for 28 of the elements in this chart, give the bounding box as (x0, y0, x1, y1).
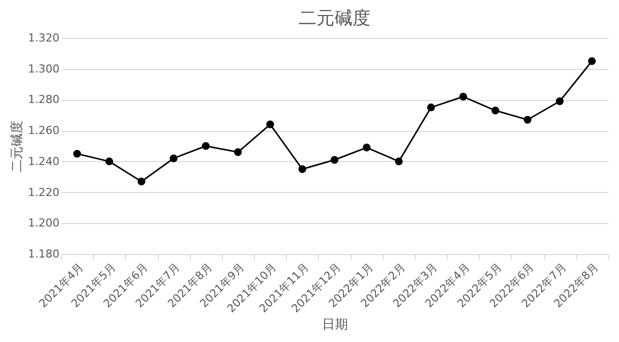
y-tick-label: 1.220 (28, 186, 60, 199)
chart-title: 二元碱度 (298, 8, 370, 29)
y-axis-title: 二元碱度 (9, 120, 26, 172)
y-tick-label: 1.260 (28, 124, 60, 138)
y-tick-label: 1.280 (28, 93, 60, 106)
point (459, 92, 468, 100)
point (556, 97, 564, 106)
point (170, 154, 178, 162)
point (73, 150, 81, 158)
point (588, 57, 596, 66)
point (266, 120, 274, 128)
point (394, 158, 403, 166)
y-tick-label: 1.200 (28, 216, 60, 230)
y-tick-label: 1.240 (28, 154, 60, 168)
point (492, 106, 500, 114)
point (362, 144, 371, 152)
y-tick-label: 1.300 (28, 62, 60, 76)
point (138, 178, 146, 186)
point (330, 156, 338, 164)
point (298, 165, 306, 174)
y-tick-label: 1.180 (28, 248, 60, 260)
x-axis-title: 日期 (322, 318, 348, 333)
y-tick-label: 1.320 (28, 32, 60, 44)
point (234, 148, 242, 156)
point (524, 116, 532, 124)
point (427, 104, 435, 112)
point (202, 142, 210, 150)
point (105, 158, 114, 166)
